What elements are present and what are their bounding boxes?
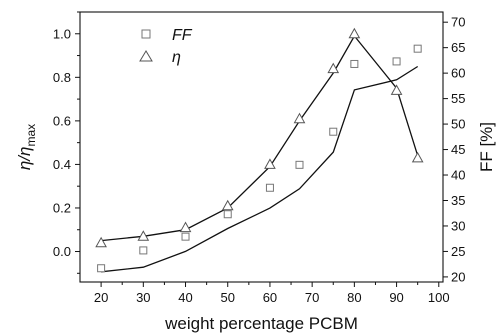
ff-point [223,210,232,219]
x-tick-label: 90 [389,290,403,305]
x-tick-label: 30 [136,290,150,305]
fit-line-1 [101,65,419,273]
data-markers [95,27,424,273]
x-tick-label: 100 [428,290,450,305]
eta-point [348,27,361,39]
eta-point [293,112,306,124]
ff-point [413,44,422,53]
eta-point [411,151,424,163]
y-right-tick-label: 40 [451,168,465,183]
legend-label-ff: FF [172,27,193,44]
ff-point [392,57,401,66]
y-right-tick-label: 65 [451,40,465,55]
eta-point [264,158,276,169]
y-left-axis-title: η/ηmax [15,124,38,170]
x-tick-label: 20 [94,290,108,305]
y-right-tick-label: 70 [451,15,465,30]
x-tick-label: 70 [305,290,319,305]
y-right-tick-label: 55 [451,91,465,106]
y-right-tick-label: 20 [451,269,465,284]
y-right-tick-label: 25 [451,244,465,259]
fit-lines [101,34,419,273]
ff-point [265,183,274,192]
ff-point [295,160,304,169]
eta-point [221,199,234,211]
legend-label-eta: η [172,49,181,66]
y-left-tick-label: 0.8 [53,70,71,85]
legend-square-icon [141,29,151,39]
y-right-tick-label: 30 [451,218,465,233]
y-right-tick-label: 35 [451,193,465,208]
y-right-axis-title: FF [%] [477,122,496,172]
y-left-tick-label: 1.0 [53,26,71,41]
axes: 20 30 40 50 60 70 80 90 100 0.0 0.2 0.4 0.6 0.8 1.0 20 2… [53,11,465,305]
plot-frame [79,11,444,283]
x-tick-label: 60 [263,290,277,305]
y-right-tick-label: 50 [451,117,465,132]
y-left-tick-label: 0.2 [53,200,71,215]
y-right-tick-label: 60 [451,66,465,81]
x-tick-label: 80 [347,290,361,305]
x-tick-label: 40 [178,290,192,305]
eta-point [179,221,192,233]
y-left-tick-label: 0.6 [53,113,71,128]
y-left-tick-label: 0.4 [53,157,71,172]
x-axis-title: weight percentage PCBM [164,314,358,333]
eta-point [390,84,403,95]
ff-point [329,127,338,136]
eta-point [137,230,150,241]
x-tick-label: 50 [220,290,234,305]
ff-point [181,232,190,241]
ff-point [97,264,106,273]
ff-point [350,59,359,68]
legend-triangle-icon [139,50,153,62]
y-right-tick-label: 45 [451,142,465,157]
ff-point [139,246,148,255]
y-left-tick-label: 0.0 [53,244,71,259]
fit-line-2 [101,34,419,242]
eta-point [95,236,107,248]
axis-titles: weight percentage PCBM η/ηmax FF [%] [15,122,496,333]
eta-point [327,62,340,74]
legend: FF η [139,27,193,66]
